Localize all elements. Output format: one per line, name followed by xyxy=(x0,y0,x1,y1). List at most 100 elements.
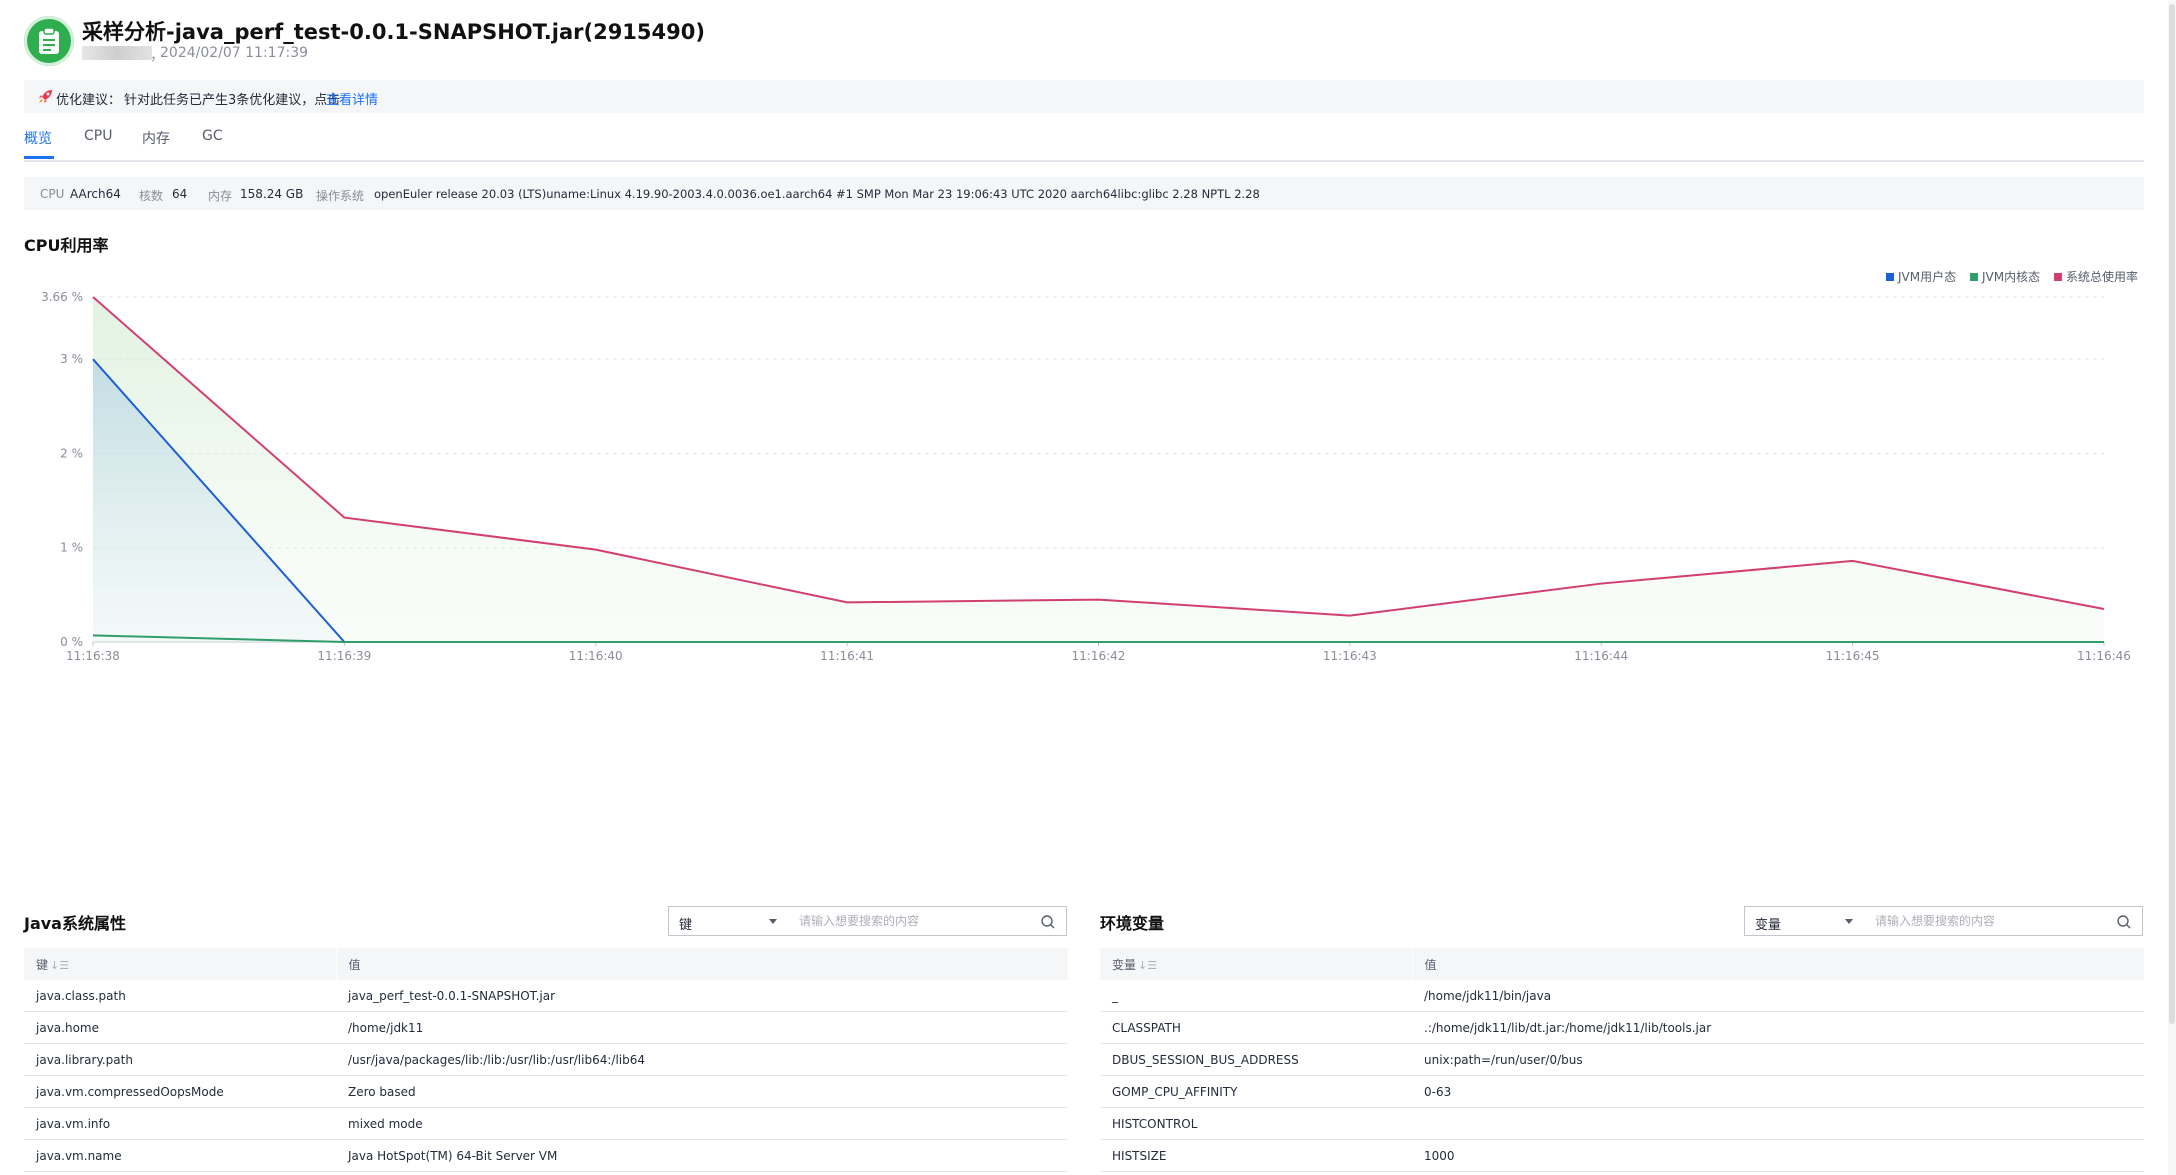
cores-value: 64 xyxy=(172,187,188,201)
tab-gc[interactable]: GC xyxy=(202,128,223,144)
legend-label: 系统总使用率 xyxy=(2066,270,2139,284)
table-header-row: 键 ↓☰ 值 xyxy=(24,948,1069,980)
env-value: 0-63 xyxy=(1412,1075,2144,1108)
column-header-label: 变量 xyxy=(1112,957,1137,972)
rocket-icon xyxy=(39,90,52,103)
x-tick-label: 11:16:39 xyxy=(317,649,371,663)
legend-jvm-user[interactable]: JVM用户态 xyxy=(1886,268,1956,285)
prop-key: java.library.path xyxy=(24,1043,336,1076)
search-icon[interactable] xyxy=(2116,914,2132,930)
env-key: GOMP_CPU_AFFINITY xyxy=(1100,1075,1412,1108)
table-row: HISTSIZE 1000 xyxy=(1100,1139,2144,1172)
page-scrollbar-thumb[interactable] xyxy=(2169,4,2175,1024)
prop-key: java.vm.name xyxy=(24,1139,336,1172)
series-area xyxy=(93,297,2104,642)
y-tick-label: 3 % xyxy=(60,352,83,366)
env-vars-key-select[interactable]: 变量 xyxy=(1744,906,1864,936)
x-tick-label: 11:16:41 xyxy=(820,649,874,663)
prop-value: Zero based xyxy=(336,1075,1068,1108)
prop-value: mixed mode xyxy=(336,1107,1068,1140)
prop-key: java.class.path xyxy=(24,980,336,1012)
table-row: java.library.path/usr/java/packages/lib:… xyxy=(24,1043,1068,1076)
y-tick-label: 2 % xyxy=(60,446,83,460)
env-vars-table: 变量 ↓☰ 值 _/home/jdk11/bin/java CLASSPATH.:… xyxy=(1100,948,2145,1172)
env-value: /home/jdk11/bin/java xyxy=(1412,980,2144,1012)
series-line xyxy=(92,634,2104,643)
search-icon[interactable] xyxy=(1040,914,1056,930)
series-area xyxy=(93,359,2104,642)
env-key: CLASSPATH xyxy=(1100,1011,1412,1044)
java-props-title: Java系统属性 xyxy=(24,914,126,933)
tab-memory[interactable]: 内存 xyxy=(142,131,170,147)
clipboard-icon xyxy=(39,27,59,54)
select-value: 变量 xyxy=(1755,918,1782,933)
prop-value: /home/jdk11 xyxy=(336,1011,1068,1044)
x-tick-label: 11:16:44 xyxy=(1574,649,1628,663)
prop-value: /usr/java/packages/lib:/lib:/usr/lib:/us… xyxy=(336,1043,1068,1076)
x-tick-label: 11:16:43 xyxy=(1323,649,1377,663)
prop-key: java.home xyxy=(24,1011,336,1044)
prop-value: java_perf_test-0.0.1-SNAPSHOT.jar xyxy=(336,980,1068,1012)
sort-icon[interactable]: ↓☰ xyxy=(50,958,70,972)
prop-key: java.vm.compressedOopsMode xyxy=(24,1075,336,1108)
column-header-value: 值 xyxy=(336,948,1069,980)
column-header-variable[interactable]: 变量 ↓☰ xyxy=(1100,948,1413,980)
env-key: HISTCONTROL xyxy=(1100,1107,1412,1140)
cores-key: 核数 xyxy=(139,189,164,203)
java-props-search-input[interactable] xyxy=(797,913,1031,929)
column-header-label: 键 xyxy=(36,957,49,972)
view-details-link[interactable]: 查看详情 xyxy=(326,93,379,108)
select-value: 键 xyxy=(679,918,693,933)
env-value: .:/home/jdk11/lib/dt.jar:/home/jdk11/lib… xyxy=(1412,1011,2144,1044)
subtitle-separator: ， xyxy=(150,48,164,64)
env-key: DBUS_SESSION_BUS_ADDRESS xyxy=(1100,1043,1412,1076)
column-header-value: 值 xyxy=(1412,948,2145,980)
task-status-icon xyxy=(24,16,74,66)
sort-icon[interactable]: ↓☰ xyxy=(1138,958,1158,972)
java-props-key-select[interactable]: 键 xyxy=(668,906,788,936)
memory-value: 158.24 GB xyxy=(240,187,304,201)
series-line xyxy=(92,296,2105,617)
table-row: java.class.path java_perf_test-0.0.1-SNAP… xyxy=(24,980,1068,1012)
table-row: java.vm.info mixed mode xyxy=(24,1107,1068,1140)
x-tick-label: 11:16:46 xyxy=(2077,649,2131,663)
table-row: _/home/jdk11/bin/java xyxy=(1100,980,2144,1012)
table-row: java.home/home/jdk11 xyxy=(24,1011,1068,1044)
tab-overview[interactable]: 概览 xyxy=(24,131,52,147)
env-vars-search[interactable] xyxy=(1863,906,2143,936)
page-title: 采样分析-java_perf_test-0.0.1-SNAPSHOT.jar(2… xyxy=(82,20,705,44)
legend-label: JVM内核态 xyxy=(1982,270,2041,284)
cpu-key: CPU xyxy=(40,187,65,201)
env-value: unix:path=/run/user/0/bus xyxy=(1412,1043,2144,1076)
chevron-down-icon xyxy=(1845,919,1853,924)
memory-key: 内存 xyxy=(208,189,233,203)
env-value xyxy=(1412,1107,2144,1140)
os-value: openEuler release 20.03 (LTS)uname:Linux… xyxy=(374,187,1260,201)
column-header-key[interactable]: 键 ↓☰ xyxy=(24,948,337,980)
prop-value: Java HotSpot(TM) 64-Bit Server VM xyxy=(336,1139,1068,1172)
table-row: DBUS_SESSION_BUS_ADDRESS unix:path=/run/u… xyxy=(1100,1043,2144,1076)
table-row: HISTCONTROL xyxy=(1100,1107,2144,1140)
optimization-suggestion-bar: 优化建议： 针对此任务已产生3条优化建议，点击 查看详情 xyxy=(24,80,2144,113)
env-key: _ xyxy=(1100,980,1412,1012)
prop-key: java.vm.info xyxy=(24,1107,336,1140)
column-header-label: 值 xyxy=(1424,957,1437,972)
java-props-search[interactable] xyxy=(787,906,1067,936)
env-vars-search-input[interactable] xyxy=(1873,913,2107,929)
active-tab-indicator xyxy=(24,156,54,159)
legend-system-total[interactable]: 系统总使用率 xyxy=(2054,268,2138,285)
java-props-table: 键 ↓☰ 值 java.class.path java_perf_test-0.0.… xyxy=(24,948,1069,1172)
tab-cpu[interactable]: CPU xyxy=(84,128,113,144)
env-key: HISTSIZE xyxy=(1100,1139,1412,1172)
x-tick-label: 11:16:42 xyxy=(1072,649,1126,663)
chevron-down-icon xyxy=(769,919,777,924)
cpu-usage-title: CPU利用率 xyxy=(24,236,109,255)
legend-swatch xyxy=(2054,273,2062,281)
table-row: java.vm.compressedOopsMode Zero based xyxy=(24,1075,1068,1108)
x-tick-label: 11:16:38 xyxy=(66,649,120,663)
cpu-usage-chart: 0 % 1 % 2 % 3 % 3.66 % 11:16:38 11:16:39 11:16:… xyxy=(41,290,2131,663)
y-tick-label: 0 % xyxy=(60,635,83,649)
legend-jvm-kernel[interactable]: JVM内核态 xyxy=(1970,268,2040,285)
task-timestamp: 2024/02/07 11:17:39 xyxy=(160,45,309,61)
table-row: CLASSPATH .:/home/jdk11/lib/dt.jar:/home/… xyxy=(1100,1011,2144,1044)
